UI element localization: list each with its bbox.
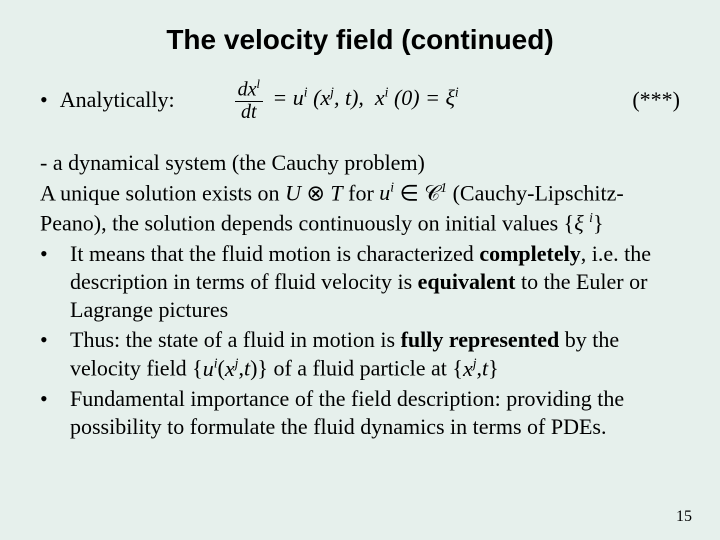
slide-title: The velocity field (continued) — [40, 24, 680, 56]
bullet-icon: • — [40, 326, 70, 383]
fraction-num: dxl — [235, 78, 263, 102]
formula: dxl dt = ui (xj, t), xi (0) = ξi — [235, 78, 459, 123]
bullet-text-3: Fundamental importance of the field desc… — [70, 385, 680, 441]
bullet-icon: • — [40, 240, 70, 324]
formula-rhs: = ui (xj, t), xi (0) = ξi — [272, 85, 458, 110]
analytic-label: Analytically: — [60, 87, 175, 113]
dash-line: - a dynamical system (the Cauchy problem… — [40, 149, 680, 177]
analytic-row: • Analytically: dxl dt = ui (xj, t), xi … — [40, 78, 680, 123]
bullet-item-2: • Thus: the state of a fluid in motion i… — [40, 326, 680, 383]
fraction: dxl dt — [235, 78, 263, 123]
para-1: A unique solution exists on U ⊗ T for ui… — [40, 179, 680, 207]
body: - a dynamical system (the Cauchy problem… — [40, 149, 680, 442]
bullet-icon: • — [40, 89, 48, 111]
analytic-left: • Analytically: dxl dt = ui (xj, t), xi … — [40, 78, 459, 123]
bullet-item-3: • Fundamental importance of the field de… — [40, 385, 680, 441]
para-2: Peano), the solution depends continuousl… — [40, 209, 680, 237]
bullet-text-1: It means that the fluid motion is charac… — [70, 240, 680, 324]
slide: The velocity field (continued) • Analyti… — [0, 0, 720, 540]
bullet-item-1: • It means that the fluid motion is char… — [40, 240, 680, 324]
page-number: 15 — [676, 508, 692, 526]
bullet-text-2: Thus: the state of a fluid in motion is … — [70, 326, 680, 383]
fraction-den: dt — [235, 102, 263, 123]
bullet-icon: • — [40, 385, 70, 441]
equation-tag: (***) — [632, 87, 680, 113]
